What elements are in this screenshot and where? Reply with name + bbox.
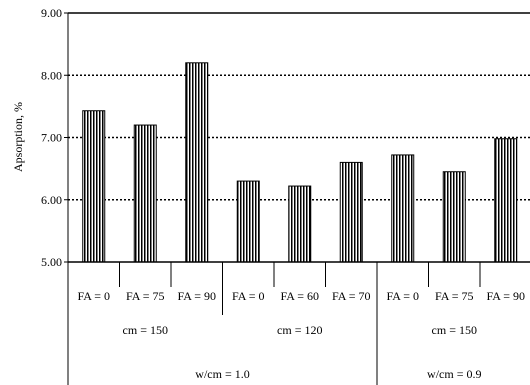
bar <box>133 124 157 263</box>
y-tick-label: 9.00 <box>41 6 62 20</box>
bar <box>391 154 415 263</box>
group-label: cm = 150 <box>432 323 477 337</box>
group-label: cm = 150 <box>123 323 168 337</box>
bars <box>82 62 518 263</box>
y-axis-label: Apsorption, % <box>11 102 25 172</box>
category-label: FA = 90 <box>486 289 525 303</box>
axes <box>64 12 530 385</box>
bar <box>494 138 518 263</box>
category-label: FA = 0 <box>232 289 265 303</box>
group-label: cm = 120 <box>277 323 322 337</box>
y-tick-labels: 5.00 6.00 7.00 8.00 9.00 <box>41 6 62 269</box>
supergroup-label: w/cm = 1.0 <box>195 367 249 381</box>
category-labels: FA = 0 FA = 75 FA = 90 FA = 0 FA = 60 FA = 70… <box>77 289 525 381</box>
bar <box>236 180 260 263</box>
bar <box>339 161 363 263</box>
category-label: FA = 60 <box>280 289 319 303</box>
category-label: FA = 90 <box>177 289 216 303</box>
category-label: FA = 0 <box>77 289 110 303</box>
y-tick-label: 6.00 <box>41 193 62 207</box>
bar <box>288 185 312 263</box>
category-label: FA = 75 <box>126 289 165 303</box>
bar <box>185 62 209 263</box>
bar <box>442 171 466 263</box>
category-label: FA = 75 <box>435 289 474 303</box>
y-tick-label: 7.00 <box>41 131 62 145</box>
category-label: FA = 0 <box>386 289 419 303</box>
bar <box>82 110 106 263</box>
category-label: FA = 70 <box>332 289 371 303</box>
y-tick-label: 5.00 <box>41 255 62 269</box>
y-tick-label: 8.00 <box>41 68 62 82</box>
supergroup-label: w/cm = 0.9 <box>427 367 481 381</box>
